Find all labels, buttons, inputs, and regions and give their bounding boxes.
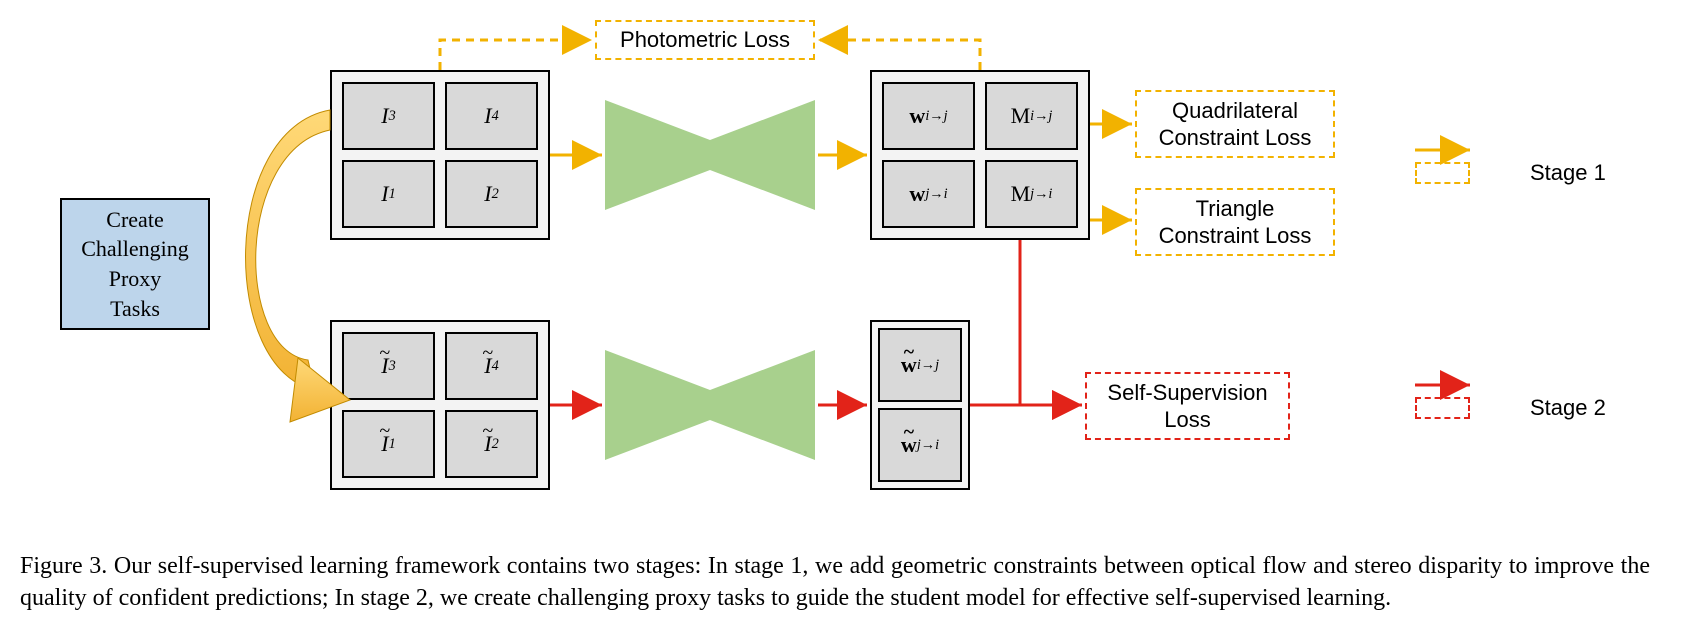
cell-wtij: wi→j xyxy=(878,328,962,402)
teacher-input-grid: I3 I4 I1 I2 xyxy=(330,70,550,240)
proxy-tasks-box: Create Challenging Proxy Tasks xyxy=(60,198,210,330)
cell-wij: wi→j xyxy=(882,82,975,150)
cell-It3: I3 xyxy=(342,332,435,400)
teacher-l2: Model xyxy=(680,155,740,181)
cell-Mij: Mi→j xyxy=(985,82,1078,150)
cell-I4: I4 xyxy=(445,82,538,150)
student-l1: Student xyxy=(672,379,748,405)
tri-loss-l1: Triangle xyxy=(1196,195,1275,223)
triangle-loss-box: Triangle Constraint Loss xyxy=(1135,188,1335,256)
arrow-photo-left xyxy=(440,40,592,70)
diagram-canvas: Create Challenging Proxy Tasks I3 I4 I1 … xyxy=(20,20,1671,540)
cell-It4: I4 xyxy=(445,332,538,400)
proxy-line-4: Tasks xyxy=(110,294,160,324)
quadrilateral-loss-box: Quadrilateral Constraint Loss xyxy=(1135,90,1335,158)
self-loss-l1: Self-Supervision xyxy=(1107,379,1267,407)
teacher-l1: Teacher xyxy=(671,129,749,155)
teacher-output-grid: wi→j Mi→j wj→i Mj→i xyxy=(870,70,1090,240)
legend-stage2-label: Stage 2 xyxy=(1530,395,1606,421)
proxy-line-3: Proxy xyxy=(109,264,162,294)
teacher-model-label: Teacher Model xyxy=(605,128,815,182)
tri-loss-l2: Constraint Loss xyxy=(1159,222,1312,250)
arrow-teacher-to-self xyxy=(1020,240,1082,405)
student-input-grid: I3 I4 I1 I2 xyxy=(330,320,550,490)
self-loss-l2: Loss xyxy=(1164,406,1210,434)
cell-I2: I2 xyxy=(445,160,538,228)
cell-wji: wj→i xyxy=(882,160,975,228)
quad-loss-l2: Constraint Loss xyxy=(1159,124,1312,152)
cell-It2: I2 xyxy=(445,410,538,478)
student-model-label: Student Model xyxy=(605,378,815,432)
arrow-photo-right xyxy=(818,40,980,70)
student-output-grid: wi→j wj→i xyxy=(870,320,970,490)
cell-wtji: wj→i xyxy=(878,408,962,482)
quad-loss-l1: Quadrilateral xyxy=(1172,97,1298,125)
proxy-line-2: Challenging xyxy=(81,234,189,264)
proxy-line-1: Create xyxy=(106,205,163,235)
photometric-loss-label: Photometric Loss xyxy=(620,26,790,54)
student-l2: Model xyxy=(680,405,740,431)
cell-I1: I1 xyxy=(342,160,435,228)
cell-It1: I1 xyxy=(342,410,435,478)
legend-stage1-label: Stage 1 xyxy=(1530,160,1606,186)
svg-overlay xyxy=(20,20,1671,540)
cell-Mji: Mj→i xyxy=(985,160,1078,228)
photometric-loss-box: Photometric Loss xyxy=(595,20,815,60)
legend-stage1-dashbox xyxy=(1415,162,1470,184)
figure-caption: Figure 3. Our self-supervised learning f… xyxy=(20,550,1650,615)
self-supervision-loss-box: Self-Supervision Loss xyxy=(1085,372,1290,440)
cell-I3: I3 xyxy=(342,82,435,150)
legend-stage2-dashbox xyxy=(1415,397,1470,419)
